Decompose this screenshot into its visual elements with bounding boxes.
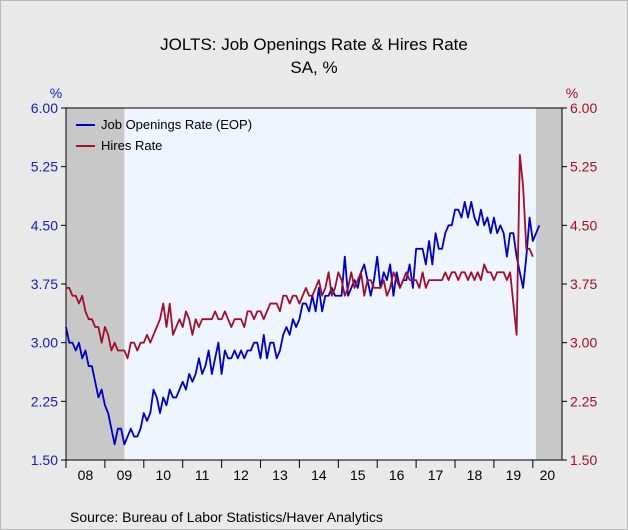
left-y-tick-label: 1.50 — [31, 452, 58, 468]
series-line-openings — [65, 200, 541, 446]
right-y-tick-label: 2.25 — [570, 393, 597, 409]
chart-title: JOLTS: Job Openings Rate & Hires Rate — [160, 35, 468, 54]
x-tick-label: 14 — [311, 467, 327, 483]
legend-label-hires: Hires Rate — [101, 138, 162, 153]
recession-band-0 — [66, 108, 125, 460]
source-note: Source: Bureau of Labor Statistics/Haver… — [70, 509, 383, 525]
x-tick-label: 20 — [540, 467, 556, 483]
legend-label-openings: Job Openings Rate (EOP) — [101, 117, 252, 132]
x-tick-label: 09 — [117, 467, 133, 483]
left-y-tick-label: 2.25 — [31, 393, 58, 409]
right-y-tick-label: 4.50 — [570, 217, 597, 233]
right-y-tick-label: 3.00 — [570, 335, 597, 351]
right-y-tick-label: 1.50 — [570, 452, 597, 468]
right-y-tick-label: 6.00 — [570, 100, 597, 116]
right-axis-unit: % — [566, 85, 578, 101]
x-tick-label: 18 — [467, 467, 483, 483]
plot-background — [66, 108, 562, 460]
plot-area: 6.00 6.00 5.25 5.25 4.50 4.50 3.75 3.75 3.00 3.00… — [31, 100, 598, 483]
x-tick-label: 16 — [389, 467, 405, 483]
right-y-tick-label: 5.25 — [570, 159, 597, 175]
left-y-tick-label: 3.00 — [31, 335, 58, 351]
left-y-tick-label: 6.00 — [31, 100, 58, 116]
left-y-tick-label: 3.75 — [31, 276, 58, 292]
left-axis-unit: % — [50, 85, 62, 101]
series-line-hires — [66, 154, 534, 360]
x-tick-label: 12 — [233, 467, 249, 483]
x-tick-label: 11 — [195, 467, 210, 483]
right-y-tick-label: 3.75 — [570, 276, 597, 292]
x-tick-label: 17 — [428, 467, 444, 483]
chart-subtitle: SA, % — [290, 58, 337, 77]
recession-band-1 — [535, 108, 562, 460]
x-tick-label: 08 — [78, 467, 94, 483]
left-y-tick-label: 5.25 — [31, 159, 58, 175]
x-tick-label: 10 — [155, 467, 171, 483]
left-y-tick-label: 4.50 — [31, 217, 58, 233]
x-tick-label: 13 — [272, 467, 288, 483]
x-tick-label: 15 — [350, 467, 366, 483]
x-tick-label: 19 — [506, 467, 522, 483]
